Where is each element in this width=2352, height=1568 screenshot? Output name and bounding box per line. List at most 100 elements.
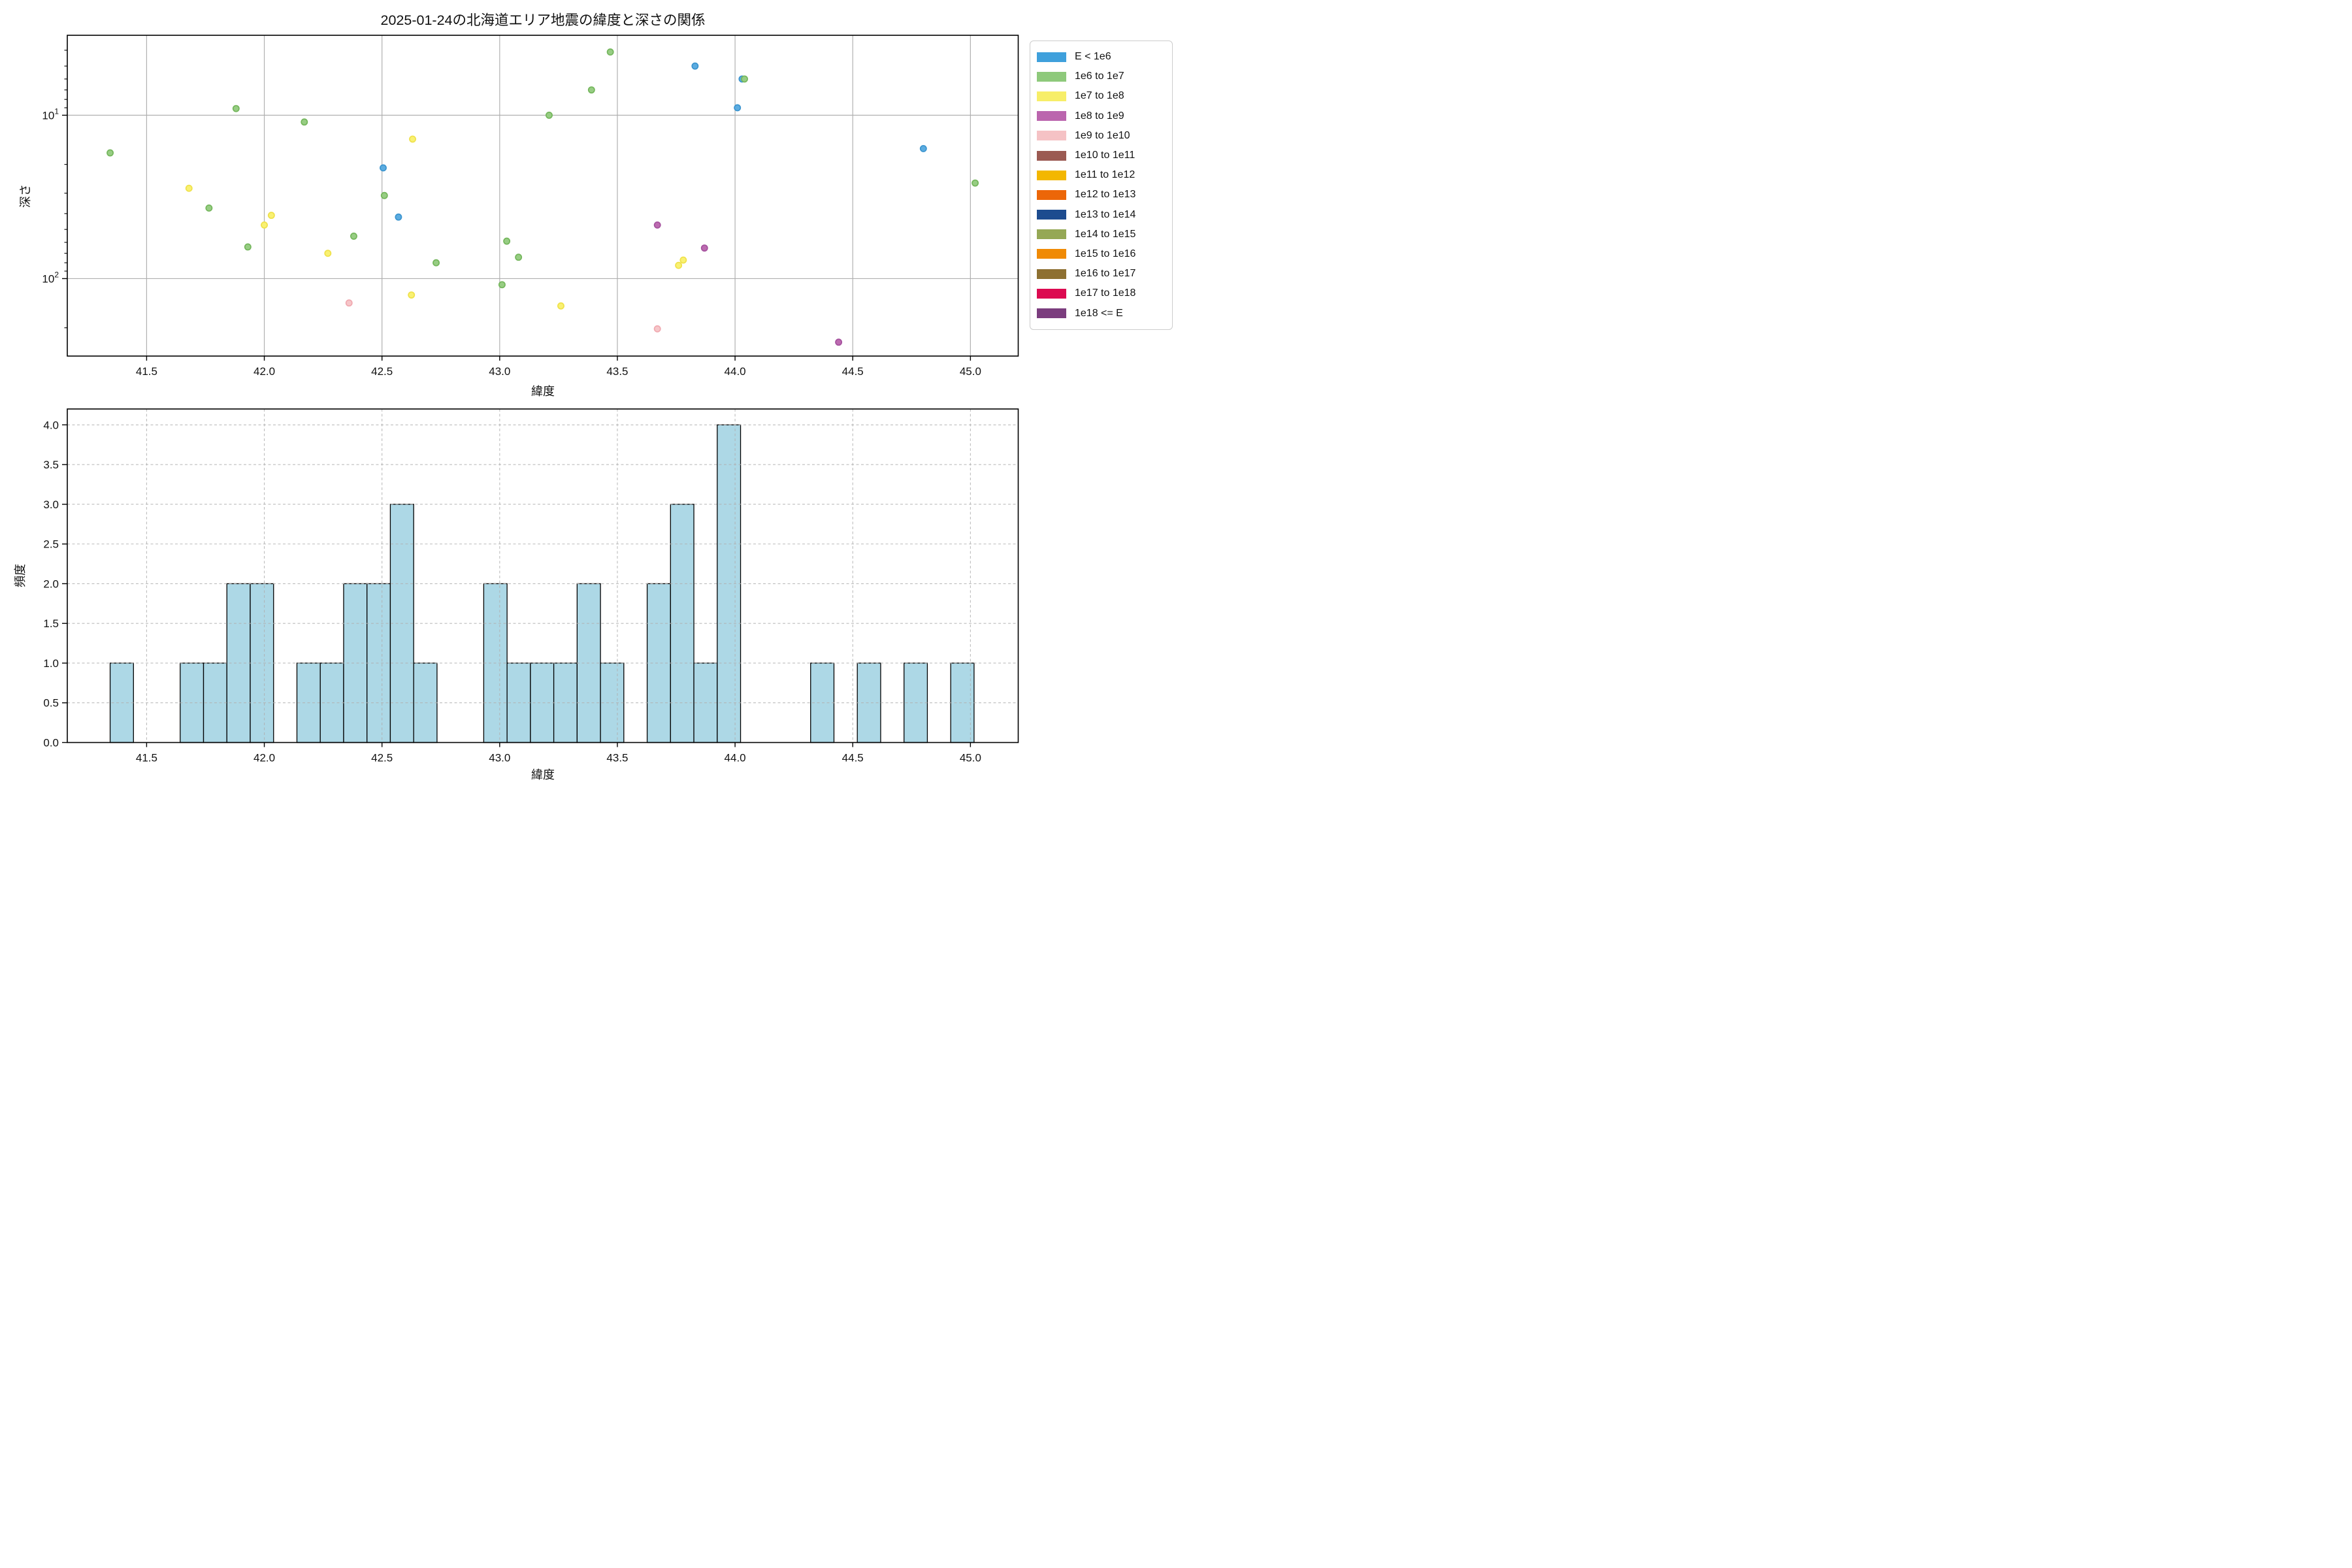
- scatter-xaxis-label: 緯度: [525, 382, 561, 399]
- legend-label: 1e11 to 1e12: [1075, 169, 1135, 181]
- histogram-y-tick-label: 1.5: [43, 617, 59, 630]
- legend-swatch: [1037, 151, 1066, 161]
- histogram-y-tick-label: 3.0: [43, 498, 59, 511]
- histogram-x-tick-label: 42.0: [253, 752, 275, 764]
- scatter-point: [380, 165, 386, 171]
- histogram-y-tick-label: 1.0: [43, 657, 59, 670]
- histogram-y-tick-label: 2.0: [43, 578, 59, 590]
- scatter-point: [655, 326, 661, 332]
- scatter-point: [558, 303, 564, 309]
- scatter-x-tick-label: 42.5: [371, 365, 393, 378]
- legend-swatch: [1037, 308, 1066, 318]
- scatter-point: [676, 263, 681, 269]
- legend-item: 1e14 to 1e15: [1036, 225, 1167, 244]
- legend-swatch: [1037, 72, 1066, 82]
- legend-item: 1e11 to 1e12: [1036, 165, 1167, 185]
- scatter-point: [245, 244, 251, 250]
- scatter-point: [742, 76, 747, 82]
- histogram-x-tick-label: 43.0: [489, 752, 510, 764]
- histogram-x-tick-label: 42.5: [371, 752, 393, 764]
- legend-label: 1e8 to 1e9: [1075, 110, 1124, 122]
- histogram-x-tick-label: 44.0: [725, 752, 746, 764]
- histogram-y-tick-label: 3.5: [43, 459, 59, 471]
- scatter-point: [499, 282, 505, 287]
- histogram-x-tick-label: 41.5: [136, 752, 157, 764]
- legend-item: 1e13 to 1e14: [1036, 205, 1167, 225]
- legend-swatch: [1037, 52, 1066, 62]
- legend-label: 1e12 to 1e13: [1075, 189, 1135, 201]
- scatter-x-tick-label: 44.5: [842, 365, 864, 378]
- scatter-x-tick-label: 44.0: [725, 365, 746, 378]
- histogram-xaxis-label: 緯度: [525, 766, 561, 783]
- legend-swatch: [1037, 190, 1066, 200]
- scatter-point: [301, 119, 307, 125]
- scatter-point: [107, 150, 113, 155]
- legend-item: 1e6 to 1e7: [1036, 67, 1167, 86]
- scatter-point: [395, 214, 401, 220]
- histogram-y-tick-label: 0.5: [43, 697, 59, 710]
- histogram-yaxis-label: 頻度: [11, 557, 28, 594]
- histogram-y-tick-label: 0.0: [43, 737, 59, 749]
- scatter-point: [346, 300, 352, 306]
- scatter-x-tick-label: 42.0: [253, 365, 275, 378]
- histogram-x-tick-label: 44.5: [842, 752, 864, 764]
- scatter-point: [433, 260, 439, 266]
- scatter-point: [589, 87, 595, 93]
- legend-swatch: [1037, 171, 1066, 180]
- scatter-point: [546, 112, 552, 118]
- legend-label: 1e7 to 1e8: [1075, 90, 1124, 102]
- scatter-point: [504, 238, 510, 244]
- legend-item: 1e16 to 1e17: [1036, 264, 1167, 284]
- legend-swatch: [1037, 249, 1066, 259]
- legend-swatch: [1037, 289, 1066, 299]
- histogram-x-tick-label: 45.0: [960, 752, 981, 764]
- scatter-point: [233, 106, 239, 112]
- scatter-point: [734, 105, 740, 110]
- legend-box: E < 1e61e6 to 1e71e7 to 1e81e8 to 1e91e9…: [1030, 41, 1173, 330]
- scatter-y-tick-label: 102: [42, 270, 59, 285]
- scatter-plot-area: [67, 35, 1019, 356]
- legend-label: 1e13 to 1e14: [1075, 209, 1135, 221]
- legend-item: 1e10 to 1e11: [1036, 146, 1167, 165]
- scatter-point: [972, 180, 978, 186]
- legend-swatch: [1037, 111, 1066, 121]
- legend-item: 1e7 to 1e8: [1036, 86, 1167, 106]
- scatter-point: [261, 222, 267, 228]
- legend-swatch: [1037, 91, 1066, 101]
- scatter-point: [680, 257, 686, 263]
- scatter-point: [608, 49, 613, 55]
- legend-label: 1e15 to 1e16: [1075, 248, 1135, 260]
- legend-label: E < 1e6: [1075, 51, 1111, 63]
- scatter-point: [836, 339, 841, 345]
- scatter-point: [325, 250, 331, 256]
- legend-item: E < 1e6: [1036, 47, 1167, 67]
- histogram-y-tick-label: 2.5: [43, 538, 59, 551]
- scatter-point: [186, 186, 192, 191]
- legend-swatch: [1037, 131, 1066, 140]
- scatter-point: [655, 222, 661, 228]
- legend-label: 1e17 to 1e18: [1075, 287, 1135, 299]
- scatter-point: [702, 245, 708, 251]
- scatter-y-tick-label: 101: [42, 106, 59, 122]
- scatter-point: [351, 233, 357, 239]
- scatter-point: [408, 292, 414, 298]
- scatter-point: [515, 254, 521, 260]
- legend-label: 1e14 to 1e15: [1075, 229, 1135, 240]
- scatter-x-tick-label: 41.5: [136, 365, 157, 378]
- legend-label: 1e16 to 1e17: [1075, 268, 1135, 280]
- legend-label: 1e18 <= E: [1075, 308, 1123, 319]
- scatter-x-tick-label: 43.5: [606, 365, 628, 378]
- scatter-point: [269, 212, 274, 218]
- legend-item: 1e15 to 1e16: [1036, 244, 1167, 264]
- legend-label: 1e6 to 1e7: [1075, 71, 1124, 82]
- scatter-point: [206, 205, 212, 211]
- legend-item: 1e18 <= E: [1036, 303, 1167, 323]
- scatter-x-tick-label: 45.0: [960, 365, 981, 378]
- figure: 2025-01-24の北海道エリア地震の緯度と深さの関係 41.542.042.…: [0, 0, 1176, 784]
- legend-item: 1e8 to 1e9: [1036, 106, 1167, 126]
- histogram-x-tick-label: 43.5: [606, 752, 628, 764]
- legend-swatch: [1037, 210, 1066, 220]
- scatter-x-tick-label: 43.0: [489, 365, 510, 378]
- legend-item: 1e12 to 1e13: [1036, 185, 1167, 204]
- legend-label: 1e10 to 1e11: [1075, 150, 1135, 161]
